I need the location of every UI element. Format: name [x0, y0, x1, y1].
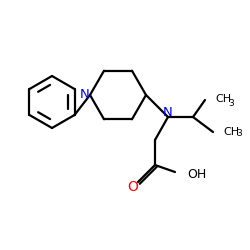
- Text: O: O: [128, 180, 138, 194]
- Text: 3: 3: [236, 130, 242, 138]
- Text: N: N: [163, 106, 173, 120]
- Text: N: N: [80, 88, 90, 102]
- Text: CH: CH: [215, 94, 231, 104]
- Text: CH: CH: [223, 127, 239, 137]
- Text: OH: OH: [187, 168, 206, 180]
- Text: 3: 3: [228, 98, 234, 108]
